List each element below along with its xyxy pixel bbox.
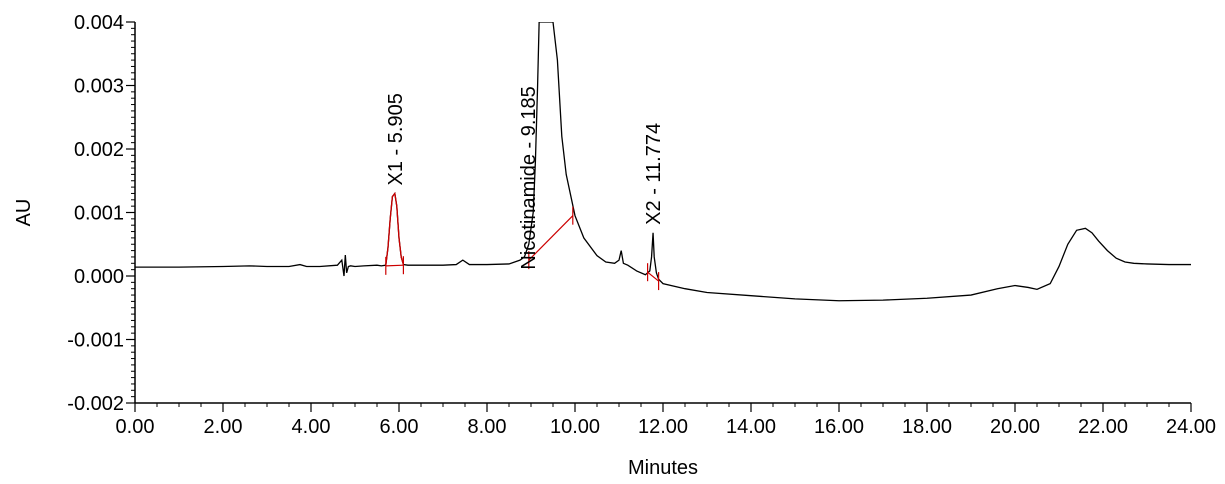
x-tick-label: 24.00 <box>1166 416 1216 438</box>
y-axis-ticks: 0.004 0.003 0.002 0.001 0.000 -0.001 -0.002 <box>67 12 135 415</box>
x-tick-label: 22.00 <box>1078 416 1128 438</box>
x-tick-label: 18.00 <box>902 416 952 438</box>
x-tick-label: 0.00 <box>116 416 155 438</box>
baseline-segment <box>647 271 659 282</box>
y-tick-label: -0.002 <box>67 393 124 415</box>
peak-label: X2 - 11.774 <box>643 123 665 225</box>
baseline-segment <box>528 215 574 261</box>
trace-layer <box>135 22 1191 302</box>
x-tick-label: 20.00 <box>990 416 1040 438</box>
y-tick-label: 0.001 <box>74 203 124 225</box>
x-tick-label: 6.00 <box>380 416 419 438</box>
x-axis-ticks: 0.00 2.00 4.00 6.00 8.00 10.00 12.00 14.00 16.00… <box>116 403 1216 438</box>
y-tick-label: -0.001 <box>67 330 124 352</box>
peak-label: X1 - 5.905 <box>385 93 407 185</box>
y-tick-label: 0.003 <box>74 76 124 98</box>
peak-labels: X1 - 5.905 Nicotinamide - 9.185 X2 - 11.77… <box>385 86 665 269</box>
peak-label: Nicotinamide - 9.185 <box>518 86 540 269</box>
y-tick-label: 0.004 <box>74 12 124 34</box>
x-tick-label: 2.00 <box>204 416 243 438</box>
x-tick-label: 12.00 <box>638 416 688 438</box>
x-tick-label: 4.00 <box>292 416 331 438</box>
y-tick-label: 0.000 <box>74 266 124 288</box>
x-axis-title: Minutes <box>628 457 698 479</box>
x-tick-label: 10.00 <box>550 416 600 438</box>
x-tick-label: 14.00 <box>726 416 776 438</box>
integration-marks <box>385 191 660 291</box>
x-tick-label: 16.00 <box>814 416 864 438</box>
trace-line <box>135 22 1191 302</box>
y-tick-label: 0.002 <box>74 139 124 161</box>
x-tick-label: 8.00 <box>468 416 507 438</box>
baseline-segment <box>385 264 404 267</box>
integrated-peak-outline <box>385 191 405 266</box>
y-axis-title: AU <box>13 199 35 227</box>
